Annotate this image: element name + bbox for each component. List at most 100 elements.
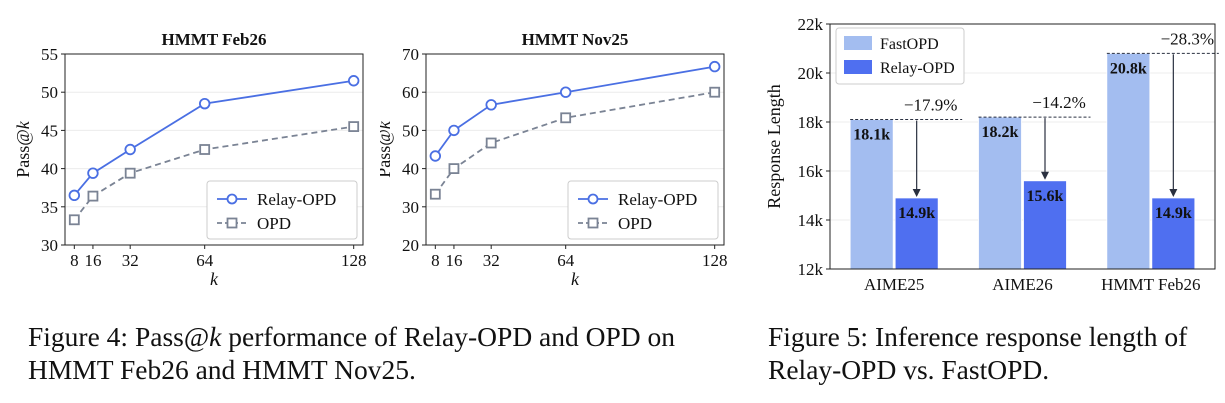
y-tick-label: 50 <box>402 121 419 140</box>
bar-value-label: 18.2k <box>982 124 1019 141</box>
y-tick-label: 35 <box>41 198 58 217</box>
legend-label-relay-opd: Relay-OPD <box>257 190 336 209</box>
reduction-annotation: −14.2% <box>1032 93 1086 112</box>
reduction-annotation: −17.9% <box>904 96 958 115</box>
reduction-arrow-head <box>912 188 921 197</box>
data-point-relay-opd <box>87 167 99 179</box>
figure-4-caption-k: k <box>209 321 222 352</box>
data-point-opd <box>485 137 497 149</box>
chart-title: HMMT Feb26 <box>162 30 267 49</box>
data-point-relay-opd <box>559 86 572 98</box>
response-length-bar-chart: 18.1k 14.9k −17.9% AIME25 18.2k 15.6k −14.2% AI… <box>764 15 1219 294</box>
y-tick-label: 40 <box>41 160 58 179</box>
y-tick-label: 55 <box>41 45 58 64</box>
legend-swatch-fastopd <box>844 36 872 50</box>
reduction-arrow-head <box>1169 188 1178 197</box>
pass-at-k-chart-hmmt-feb26: 30 35 40 45 50 55 8 16 32 64 128 HMMT Feb26 k Pass@k R… <box>13 30 367 289</box>
y-axis-label: Response Length <box>764 84 784 208</box>
x-axis-label: k <box>571 269 580 289</box>
bar-value-label: 14.9k <box>1155 205 1192 222</box>
x-tick-label: 128 <box>702 251 728 270</box>
legend-marker <box>587 217 599 229</box>
bar-fastopd <box>978 116 1022 270</box>
data-point-relay-opd <box>347 75 360 87</box>
data-point-opd <box>448 163 460 175</box>
data-point-relay-opd <box>708 60 721 73</box>
data-point-opd <box>560 112 572 124</box>
x-tick-label: 16 <box>84 251 101 270</box>
plot-frame <box>829 23 1216 270</box>
series-line-relay-opd <box>434 65 715 157</box>
data-point-opd <box>709 86 721 98</box>
y-tick-label: 20k <box>798 64 824 83</box>
data-point-relay-opd <box>429 150 442 162</box>
x-tick-label: 8 <box>70 251 79 270</box>
bar-relay-opd <box>1151 197 1196 270</box>
legend-label-fastopd: FastOPD <box>880 36 939 53</box>
y-tick-label: 70 <box>402 45 419 64</box>
plot-frame <box>64 53 364 246</box>
plot-frame <box>425 53 725 246</box>
data-point-opd <box>429 188 441 200</box>
legend-label-relay-opd: Relay-OPD <box>618 190 697 209</box>
y-axis-label: Pass@k <box>380 120 394 178</box>
data-point-relay-opd <box>448 124 460 137</box>
figure-4-caption: Figure 4: Pass@k performance of Relay-OP… <box>28 320 748 386</box>
x-tick-label: 32 <box>483 251 500 270</box>
x-tick-label: 64 <box>557 251 575 270</box>
legend-marker <box>226 217 238 229</box>
bar-value-label: 18.1k <box>853 127 890 144</box>
y-tick-label: 12k <box>798 260 824 279</box>
x-category-label: HMMT Feb26 <box>1101 275 1200 294</box>
bar-fastopd <box>1106 53 1151 270</box>
bar-value-label: 20.8k <box>1110 60 1147 77</box>
y-tick-label: 60 <box>402 83 419 102</box>
data-point-opd <box>348 121 360 132</box>
figure-4-caption-pre: Figure 4: Pass@ <box>28 321 210 352</box>
data-point-opd <box>68 214 80 226</box>
pass-at-k-chart-hmmt-nov25: 20 30 40 50 60 70 8 16 32 64 128 HMMT Nov25 k Pass@k R… <box>380 30 728 289</box>
legend-label-relay-opd: Relay-OPD <box>880 60 955 77</box>
legend-label-opd: OPD <box>257 214 291 233</box>
legend-box <box>206 180 358 240</box>
x-tick-label: 128 <box>341 251 367 270</box>
bar-relay-opd <box>1023 180 1067 270</box>
x-tick-label: 32 <box>122 251 139 270</box>
x-category-label: AIME25 <box>864 275 924 294</box>
x-tick-label: 8 <box>431 251 440 270</box>
y-tick-label: 50 <box>41 83 58 102</box>
y-tick-label: 30 <box>41 236 58 255</box>
data-point-opd <box>87 190 99 202</box>
x-axis-label: k <box>210 269 219 289</box>
legend-marker <box>587 193 599 205</box>
legend-box <box>567 180 719 240</box>
x-tick-label: 64 <box>196 251 214 270</box>
bar-value-label: 15.6k <box>1027 188 1064 205</box>
x-tick-label: 16 <box>445 251 462 270</box>
data-point-relay-opd <box>485 99 497 111</box>
data-point-relay-opd <box>198 97 211 110</box>
y-tick-label: 45 <box>41 121 58 140</box>
reduction-annotation: −28.3% <box>1161 29 1215 48</box>
legend: Relay-OPD OPD <box>567 180 719 240</box>
figure-4-caption-post: performance of Relay-OPD and OPD on HMMT… <box>28 321 676 385</box>
y-tick-label: 20 <box>402 236 419 255</box>
data-point-relay-opd <box>124 143 136 156</box>
series-line-opd <box>434 91 715 195</box>
y-tick-label: 18k <box>798 113 824 132</box>
y-tick-label: 22k <box>798 15 824 34</box>
figure-5-caption-text: Figure 5: Inference response length of R… <box>768 321 1188 385</box>
y-axis-label: Pass@k <box>13 120 33 178</box>
x-category-label: AIME26 <box>992 275 1052 294</box>
reduction-arrow-head <box>1041 171 1049 180</box>
legend-marker <box>226 193 238 205</box>
figure-5-caption: Figure 5: Inference response length of R… <box>768 320 1213 386</box>
y-tick-label: 30 <box>402 198 419 217</box>
y-tick-label: 40 <box>402 160 419 179</box>
bar-fastopd <box>849 119 894 270</box>
series-line-relay-opd <box>73 79 354 196</box>
data-point-relay-opd <box>68 189 81 202</box>
bar-value-label: 14.9k <box>898 205 935 222</box>
legend: Relay-OPD OPD <box>206 180 358 240</box>
data-point-opd <box>199 144 211 155</box>
